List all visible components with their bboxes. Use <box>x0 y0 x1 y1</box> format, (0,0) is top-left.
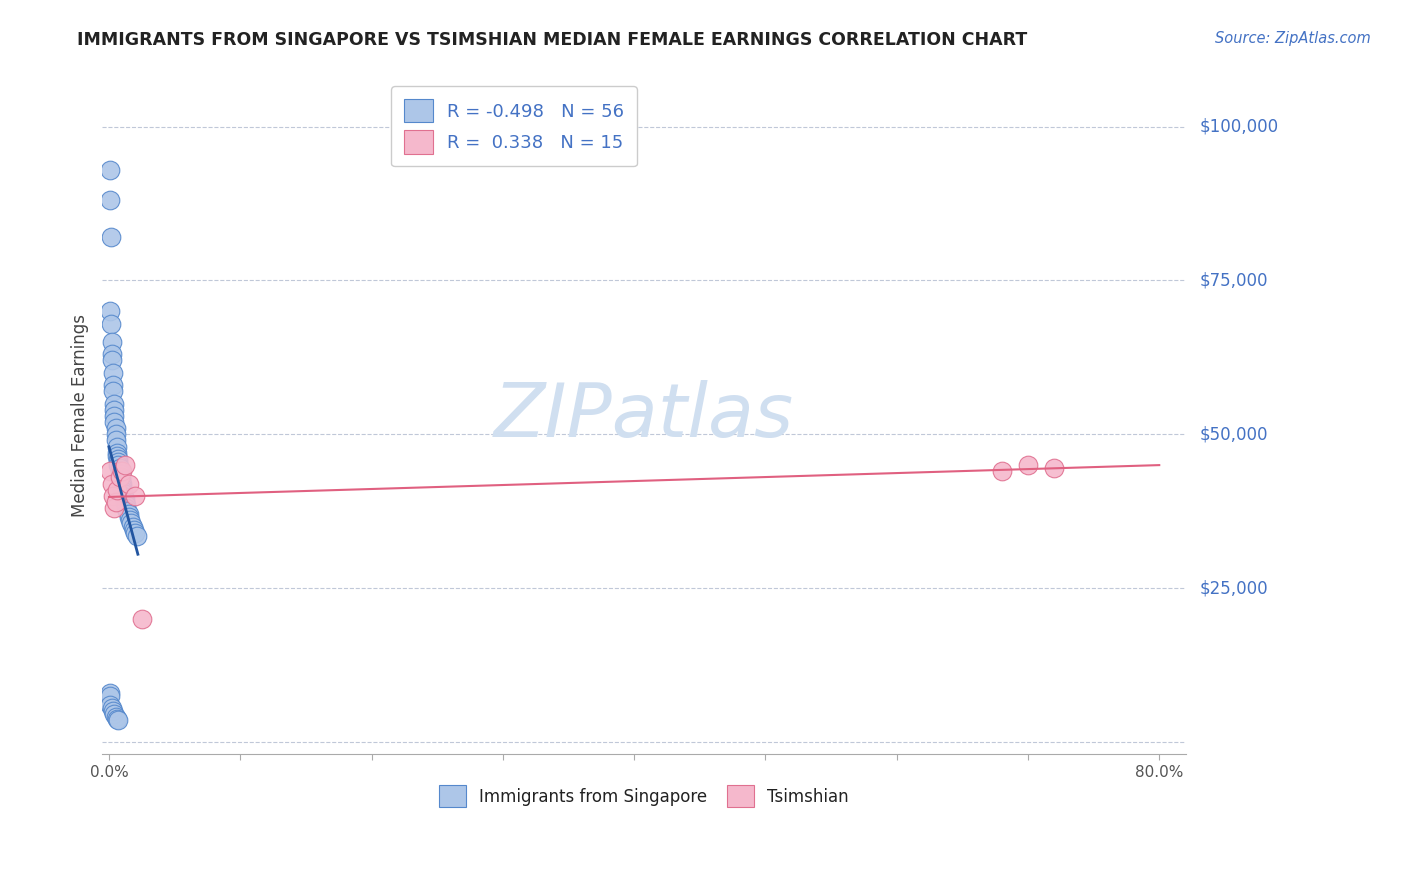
Point <box>111 476 134 491</box>
Text: $25,000: $25,000 <box>1199 579 1268 597</box>
Point <box>131 612 153 626</box>
Point <box>103 409 125 423</box>
Point <box>111 483 134 497</box>
Point <box>103 402 125 417</box>
Point <box>122 523 145 537</box>
Point <box>107 451 129 466</box>
Point <box>101 384 124 399</box>
Point <box>104 427 127 442</box>
Point <box>1043 461 1066 475</box>
Point <box>1017 458 1039 472</box>
Point <box>98 686 121 700</box>
Point <box>100 230 122 244</box>
Point <box>103 415 125 429</box>
Point <box>100 334 122 349</box>
Point <box>108 464 131 478</box>
Point <box>105 712 128 726</box>
Point <box>111 464 134 478</box>
Point <box>120 516 142 531</box>
Point <box>101 489 124 503</box>
Point <box>118 510 141 524</box>
Legend: Immigrants from Singapore, Tsimshian: Immigrants from Singapore, Tsimshian <box>433 779 855 814</box>
Point <box>115 498 138 512</box>
Point <box>107 458 129 472</box>
Point <box>118 476 141 491</box>
Point <box>105 440 128 454</box>
Point <box>125 529 148 543</box>
Point <box>112 489 135 503</box>
Point <box>103 501 125 516</box>
Point <box>101 347 124 361</box>
Point <box>108 470 131 484</box>
Point <box>104 421 127 435</box>
Point <box>98 464 121 478</box>
Point <box>107 714 129 728</box>
Point <box>112 485 135 500</box>
Point <box>124 489 146 503</box>
Point <box>114 495 136 509</box>
Point <box>98 162 121 177</box>
Point <box>104 710 127 724</box>
Point <box>114 491 136 506</box>
Point <box>114 458 136 472</box>
Point <box>110 474 132 488</box>
Text: Source: ZipAtlas.com: Source: ZipAtlas.com <box>1215 31 1371 46</box>
Point <box>117 504 139 518</box>
Text: IMMIGRANTS FROM SINGAPORE VS TSIMSHIAN MEDIAN FEMALE EARNINGS CORRELATION CHART: IMMIGRANTS FROM SINGAPORE VS TSIMSHIAN M… <box>77 31 1028 49</box>
Point <box>103 396 125 410</box>
Point <box>105 446 128 460</box>
Point <box>108 461 131 475</box>
Point <box>105 449 128 463</box>
Point <box>100 317 122 331</box>
Point <box>98 304 121 318</box>
Point <box>107 455 129 469</box>
Point <box>104 495 127 509</box>
Point <box>103 707 125 722</box>
Point <box>101 378 124 392</box>
Point <box>990 464 1012 478</box>
Text: $100,000: $100,000 <box>1199 118 1278 136</box>
Text: ZIPatlas: ZIPatlas <box>494 380 794 452</box>
Point <box>110 470 132 484</box>
Text: $50,000: $50,000 <box>1199 425 1268 443</box>
Point <box>105 483 128 497</box>
Point <box>98 698 121 712</box>
Point <box>104 434 127 448</box>
Point <box>101 704 124 718</box>
Point <box>98 689 121 703</box>
Point <box>101 353 124 368</box>
Text: $75,000: $75,000 <box>1199 271 1268 290</box>
Point <box>110 467 132 482</box>
Point <box>100 701 122 715</box>
Y-axis label: Median Female Earnings: Median Female Earnings <box>72 314 89 517</box>
Point <box>98 194 121 208</box>
Point <box>118 513 141 527</box>
Point <box>124 525 146 540</box>
Point <box>115 501 138 516</box>
Point <box>118 508 141 522</box>
Point <box>121 519 143 533</box>
Point <box>100 476 122 491</box>
Point <box>101 366 124 380</box>
Point <box>111 479 134 493</box>
